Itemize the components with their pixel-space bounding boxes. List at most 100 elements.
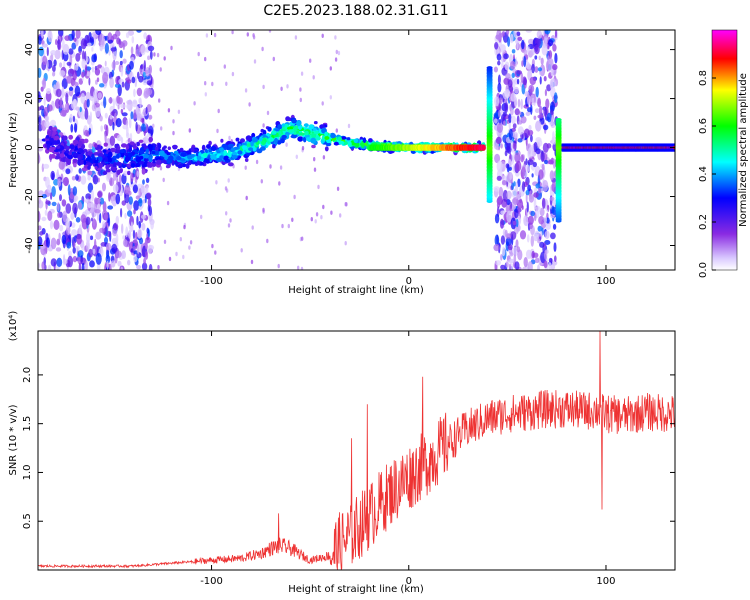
noise-speckle [512, 142, 517, 150]
noise-speckle [494, 234, 500, 247]
noise-speckle [136, 244, 140, 255]
noise-speckle [550, 78, 557, 88]
y-tick-label: 1.0 [22, 464, 33, 480]
noise-speckle [503, 53, 509, 60]
noise-speckle [335, 49, 338, 55]
noise-speckle [551, 206, 557, 216]
noise-speckle [94, 238, 97, 251]
ridge-cell [344, 141, 348, 146]
noise-speckle [553, 242, 557, 253]
ridge-cell [324, 146, 329, 152]
noise-speckle [47, 264, 52, 270]
ridge-cell [98, 156, 103, 162]
ridge-cell [353, 138, 358, 143]
ridge-cell [114, 143, 118, 149]
noise-speckle [521, 205, 524, 210]
noise-speckle [344, 241, 347, 246]
noise-speckle [147, 198, 152, 207]
noise-speckle [295, 154, 298, 159]
noise-speckle [66, 225, 71, 236]
noise-speckle [510, 92, 516, 102]
noise-speckle [533, 141, 538, 153]
noise-speckle [175, 251, 178, 257]
noise-speckle [205, 33, 209, 38]
noise-speckle [544, 230, 550, 239]
noise-speckle [61, 199, 67, 207]
noise-speckle [38, 138, 42, 145]
noise-speckle [539, 105, 542, 117]
ridge-cell [94, 166, 98, 170]
noise-speckle [213, 32, 217, 38]
noise-speckle [92, 248, 96, 255]
noise-speckle [84, 108, 89, 120]
ridge-cell [83, 160, 87, 166]
ridge-cell [102, 149, 107, 153]
noise-speckle [523, 56, 527, 68]
ridge-cell [120, 151, 125, 158]
noise-speckle [250, 259, 254, 265]
noise-speckle [498, 186, 504, 199]
noise-speckle [498, 97, 503, 105]
noise-speckle [116, 177, 119, 186]
noise-speckle [500, 235, 505, 245]
ridge-cell [314, 136, 321, 141]
noise-speckle [75, 30, 81, 39]
noise-speckle [537, 225, 543, 232]
noise-speckle [294, 35, 298, 40]
noise-speckle [86, 98, 90, 108]
noise-speckle [56, 238, 61, 246]
y-tick-label: 1.5 [22, 416, 33, 432]
noise-speckle [493, 118, 498, 124]
noise-speckle [133, 88, 136, 98]
ridge-cell [360, 142, 365, 148]
noise-speckle [145, 66, 150, 77]
ridge-cell [46, 143, 51, 148]
noise-speckle [101, 221, 106, 229]
noise-speckle [47, 184, 52, 193]
x-tick-label: -100 [200, 276, 223, 287]
noise-speckle [527, 184, 531, 192]
noise-speckle [545, 59, 553, 71]
noise-speckle [334, 57, 338, 62]
noise-speckle [56, 88, 62, 98]
noise-speckle [55, 82, 59, 91]
ridge-cell [203, 152, 208, 157]
noise-speckle [315, 212, 319, 217]
noise-speckle [71, 42, 77, 50]
noise-speckle [505, 237, 512, 247]
noise-speckle [512, 123, 517, 129]
noise-speckle [509, 252, 514, 257]
ridge-cell [246, 152, 251, 156]
noise-speckle [508, 258, 515, 264]
ridge-cell [303, 123, 309, 128]
noise-speckle [99, 44, 103, 52]
noise-speckle [138, 221, 142, 229]
noise-speckle [291, 217, 294, 222]
ridge-cell [206, 144, 211, 149]
noise-speckle [553, 92, 558, 104]
ridge-cell [148, 136, 153, 143]
ridge-cell [321, 135, 326, 142]
noise-speckle [262, 84, 265, 90]
noise-speckle [211, 81, 214, 87]
noise-speckle [42, 43, 48, 48]
ridge-cell [62, 135, 68, 141]
noise-speckle [122, 42, 125, 51]
noise-speckle [508, 128, 513, 141]
noise-speckle [81, 262, 85, 270]
ridge-cell [154, 146, 159, 151]
noise-speckle [71, 222, 76, 229]
ridge-cell [56, 139, 61, 145]
noise-speckle [44, 115, 50, 122]
noise-speckle [102, 182, 106, 192]
ridge-cell [73, 163, 77, 168]
ridge-cell [91, 153, 95, 160]
ridge-cell [303, 136, 307, 143]
noise-speckle [38, 236, 43, 247]
ridge-cell [128, 146, 133, 153]
ridge-cell [219, 155, 224, 160]
noise-speckle [177, 109, 181, 115]
noise-speckle [538, 169, 544, 180]
noise-speckle [145, 177, 150, 183]
y-tick-label: -20 [24, 188, 35, 204]
